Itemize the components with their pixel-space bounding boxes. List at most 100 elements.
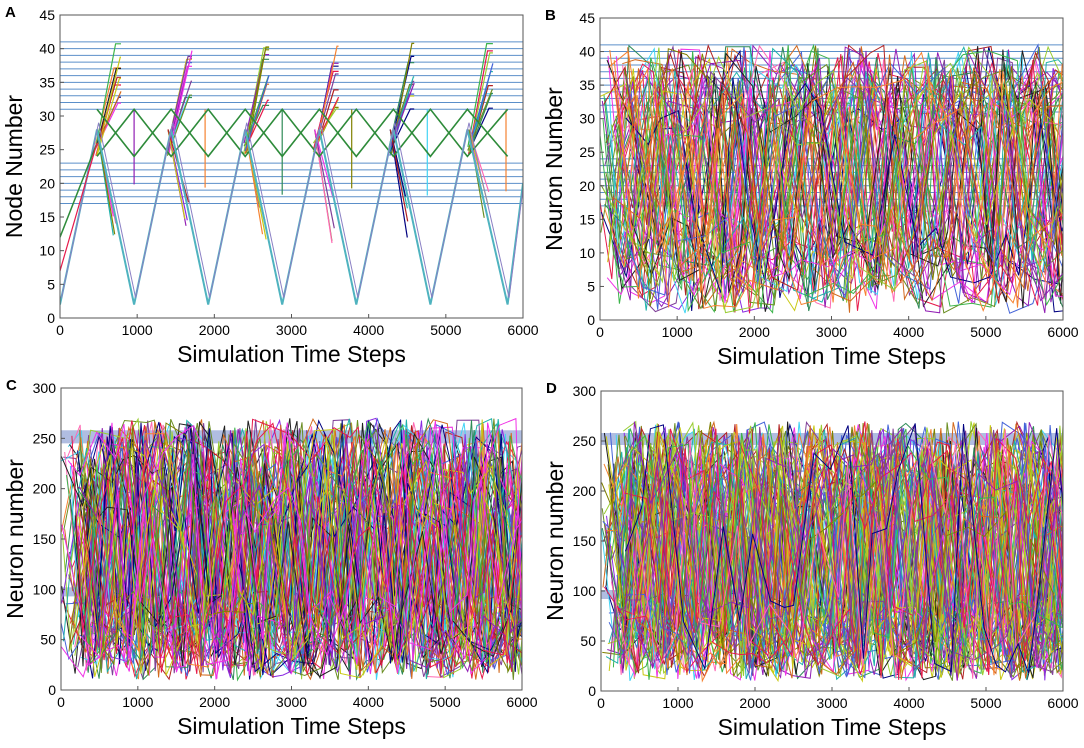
trace-line <box>600 45 1063 309</box>
x-tick-label: 4000 <box>893 324 924 340</box>
y-tick-label: 35 <box>39 74 55 90</box>
trace-line <box>60 142 98 238</box>
trace-line <box>628 425 1063 678</box>
trace-line <box>313 96 340 148</box>
y-axis-title: Node Number <box>1 95 27 239</box>
y-tick-label: 30 <box>39 108 55 124</box>
panel-letter: D <box>546 380 557 397</box>
x-tick-label: 3000 <box>276 322 307 338</box>
trace-line <box>622 44 1063 290</box>
x-tick-label: 4000 <box>353 322 384 338</box>
trace-line <box>94 43 121 150</box>
y-tick-label: 0 <box>47 310 55 326</box>
y-tick-label: 10 <box>39 243 55 259</box>
x-tick-label: 3000 <box>816 695 847 711</box>
trace-line <box>625 47 1063 303</box>
y-tick-label: 10 <box>579 245 595 261</box>
x-tick-label: 0 <box>57 694 65 710</box>
trace-line <box>629 49 1063 309</box>
trace-line <box>96 76 121 146</box>
x-tick-label: 0 <box>596 324 604 340</box>
plot-area <box>600 43 1063 314</box>
trace-line <box>74 420 522 668</box>
trace-line <box>468 107 493 152</box>
trace-line <box>617 63 1063 312</box>
x-tick-label: 5000 <box>430 322 461 338</box>
x-tick-label: 1000 <box>662 324 693 340</box>
x-tick-label: 0 <box>56 322 64 338</box>
trace-line <box>245 46 270 146</box>
panel-a-chart: A 0 1000 2000 3000 4000 5000 6000 0 5 10 15 20 25 30 35… <box>1 4 539 367</box>
y-axis-title: Neuron number <box>2 459 28 619</box>
y-tick-label: 250 <box>573 433 597 449</box>
panel-c-chart: C 0 1000 2000 3000 4000 5000 6000 0 50 100 150 200 25… <box>2 377 538 739</box>
trace-line <box>617 425 1063 667</box>
trace-line <box>612 57 1063 311</box>
trace-line <box>608 45 1063 314</box>
trace-line <box>61 122 523 298</box>
x-tick-label: 5000 <box>970 324 1001 340</box>
y-tick-label: 100 <box>33 581 57 597</box>
y-tick-label: 0 <box>588 683 596 699</box>
panel-d-chart: D 0 1000 2000 3000 4000 5000 6000 0 50 100 150 200 25… <box>542 380 1079 740</box>
x-tick-label: 2000 <box>199 322 230 338</box>
trace-line <box>78 436 522 679</box>
x-tick-label: 4000 <box>893 695 924 711</box>
trace-line <box>624 423 1063 674</box>
trace-line <box>389 129 409 222</box>
trace-line <box>618 452 1063 678</box>
trace-line <box>314 129 333 244</box>
trace-line <box>615 56 1063 304</box>
y-tick-label: 100 <box>573 583 597 599</box>
y-tick-label: 200 <box>33 481 57 497</box>
x-tick-label: 1000 <box>662 695 693 711</box>
plot-area <box>61 417 522 682</box>
y-tick-label: 25 <box>39 142 55 158</box>
y-tick-label: 50 <box>40 632 56 648</box>
y-tick-label: 25 <box>579 144 595 160</box>
y-tick-label: 20 <box>39 175 55 191</box>
y-tick-label: 45 <box>579 10 595 26</box>
y-tick-label: 45 <box>39 7 55 23</box>
y-tick-label: 20 <box>579 178 595 194</box>
trace-line <box>389 108 415 152</box>
trace-line <box>60 129 523 305</box>
panel-letter: A <box>5 4 16 21</box>
panel-b-chart: B 0 1000 2000 3000 4000 5000 6000 0 5 10 15 20 25 30 35… <box>541 7 1079 369</box>
trace-line <box>613 60 1063 309</box>
x-axis-title: Simulation Time Steps <box>177 341 406 367</box>
panel-letter: B <box>545 7 556 24</box>
trace-line <box>167 129 186 219</box>
trace-line <box>96 108 509 158</box>
trace-line <box>604 46 1063 312</box>
trace-line <box>96 67 121 147</box>
trace-line <box>625 63 1063 304</box>
trace-line <box>77 430 522 673</box>
trace-line <box>68 422 522 676</box>
y-tick-label: 150 <box>33 531 57 547</box>
trace-line <box>467 42 493 148</box>
plot-frame <box>59 14 524 319</box>
trace-line <box>314 129 335 229</box>
trace-line <box>617 428 1063 670</box>
trace-line <box>388 55 415 153</box>
trace-line <box>609 422 1063 681</box>
trace-line <box>604 47 1063 300</box>
trace-line <box>388 80 415 148</box>
trace-line <box>608 428 1063 683</box>
x-tick-label: 2000 <box>739 324 770 340</box>
x-tick-label: 4000 <box>353 694 384 710</box>
y-tick-label: 200 <box>573 483 597 499</box>
trace-line <box>85 428 522 671</box>
trace-line <box>611 47 1063 314</box>
trace-line <box>469 92 493 151</box>
trace-line <box>61 417 522 675</box>
y-tick-label: 0 <box>48 682 56 698</box>
trace-line <box>246 99 270 147</box>
trace-line <box>624 428 1063 672</box>
trace-line <box>67 417 522 673</box>
trace-line <box>81 419 522 676</box>
y-tick-label: 40 <box>579 44 595 60</box>
trace-line <box>630 51 1063 306</box>
trace-line <box>78 425 522 674</box>
